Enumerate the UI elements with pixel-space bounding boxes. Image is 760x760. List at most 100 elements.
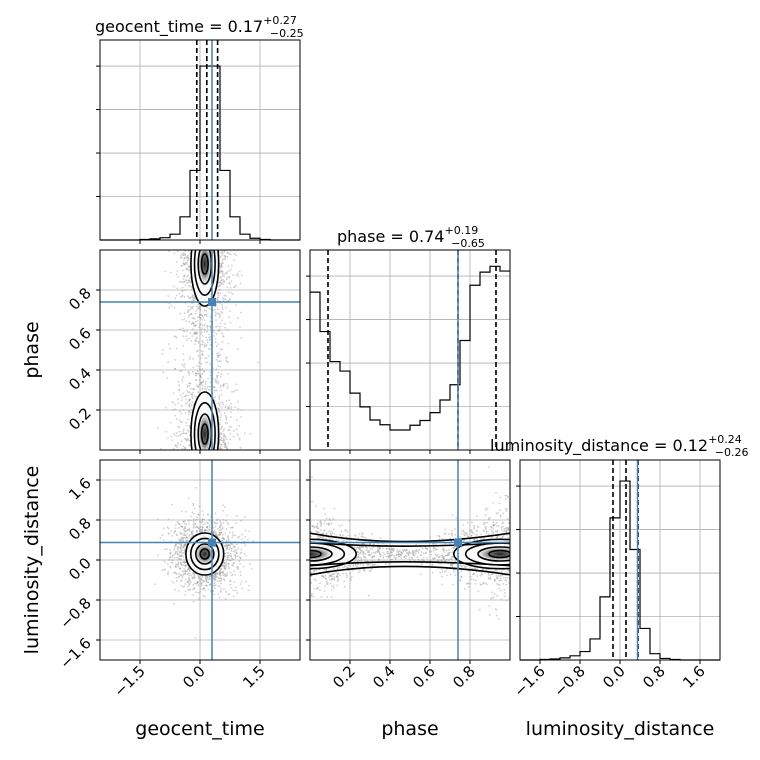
sample-point — [206, 324, 209, 327]
sample-point — [353, 560, 356, 563]
sample-point — [187, 295, 189, 298]
sample-point — [395, 556, 397, 559]
sample-point — [388, 556, 390, 559]
sample-point — [178, 527, 181, 529]
sample-point — [192, 391, 194, 394]
sample-point — [239, 557, 242, 560]
sample-point — [222, 385, 225, 388]
sample-point — [201, 518, 204, 520]
x-tick-label: 0.0 — [599, 662, 629, 692]
sample-point — [184, 284, 187, 287]
sample-point — [222, 335, 225, 337]
sample-point — [214, 576, 217, 579]
sample-point — [177, 435, 180, 437]
sample-point — [500, 579, 503, 582]
sample-point — [189, 398, 192, 401]
sample-point — [235, 428, 238, 431]
sample-point — [390, 554, 392, 557]
sample-point — [187, 257, 190, 260]
sample-point — [208, 524, 211, 526]
sample-point — [185, 394, 188, 397]
sample-point — [184, 510, 187, 513]
sample-point — [225, 563, 228, 566]
sample-point — [219, 577, 221, 579]
sample-point — [357, 571, 360, 574]
sample-point — [220, 279, 223, 282]
sample-point — [322, 575, 325, 578]
sample-point — [187, 572, 190, 575]
sample-point — [192, 322, 195, 325]
sample-point — [170, 530, 173, 533]
sample-point — [198, 529, 201, 532]
sample-point — [201, 384, 204, 387]
sample-point — [319, 520, 322, 522]
sample-point — [232, 534, 234, 537]
sample-point — [223, 280, 225, 283]
sample-point — [216, 389, 218, 392]
sample-point — [169, 553, 172, 555]
sample-point — [184, 571, 187, 573]
sample-point — [198, 530, 201, 532]
sample-point — [174, 565, 177, 568]
sample-point — [207, 581, 210, 584]
sample-point — [392, 547, 395, 550]
sample-point — [223, 567, 226, 570]
sample-point — [165, 548, 168, 551]
contour-line — [200, 423, 209, 445]
sample-point — [469, 575, 472, 578]
sample-point — [209, 326, 212, 329]
sample-point — [191, 295, 194, 298]
sample-point — [206, 584, 209, 587]
sample-point — [185, 536, 188, 539]
sample-point — [220, 577, 223, 580]
sample-point — [217, 382, 220, 385]
sample-point — [169, 556, 172, 559]
sample-point — [449, 564, 452, 567]
sample-point — [359, 559, 361, 562]
sample-point — [187, 567, 190, 570]
sample-point — [229, 559, 232, 562]
sample-point — [225, 295, 228, 297]
sample-point — [492, 532, 495, 534]
sample-point — [499, 496, 501, 499]
sample-point — [315, 505, 317, 508]
sample-point — [195, 310, 197, 312]
sample-point — [192, 588, 195, 591]
sample-point — [330, 578, 333, 581]
sample-point — [182, 277, 185, 280]
sample-point — [180, 369, 183, 372]
sample-point — [441, 568, 443, 571]
sample-point — [199, 590, 202, 593]
sample-point — [358, 533, 361, 535]
sample-point — [357, 556, 360, 559]
sample-point — [206, 576, 209, 578]
sample-point — [184, 520, 187, 522]
sample-point — [356, 551, 359, 554]
sample-point — [224, 443, 227, 446]
sample-point — [406, 549, 409, 552]
sample-point — [187, 589, 190, 592]
sample-point — [194, 486, 197, 489]
sample-point — [225, 590, 227, 593]
sample-point — [204, 529, 207, 532]
sample-point — [183, 365, 186, 368]
sample-point — [201, 530, 204, 532]
sample-point — [184, 590, 187, 593]
sample-point — [201, 528, 204, 531]
sample-point — [243, 432, 246, 435]
sample-point — [369, 543, 372, 546]
sample-point — [319, 522, 322, 524]
sample-point — [325, 532, 328, 535]
sample-point — [342, 566, 345, 569]
sample-point — [181, 289, 184, 292]
sample-point — [333, 568, 336, 571]
sample-point — [174, 524, 177, 526]
sample-point — [176, 550, 179, 553]
sample-point — [504, 579, 506, 581]
sample-point — [206, 315, 208, 318]
sample-point — [195, 350, 198, 353]
sample-point — [170, 305, 173, 307]
sample-point — [214, 380, 217, 383]
sample-point — [208, 575, 211, 578]
sample-point — [182, 561, 185, 564]
